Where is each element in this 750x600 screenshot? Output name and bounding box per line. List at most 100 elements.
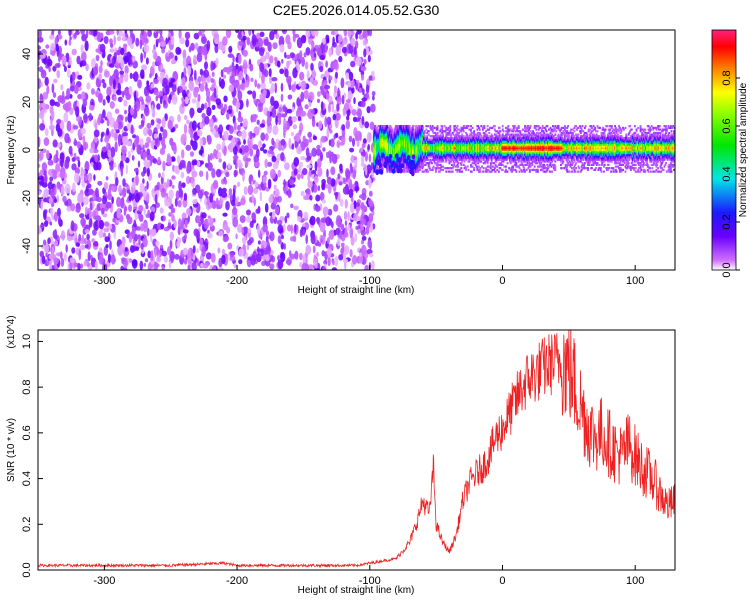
spectrogram-cell: [242, 172, 245, 182]
spectrogram-cell: [258, 105, 263, 113]
spectrogram-cell: [159, 96, 163, 105]
spectrogram-cell: [93, 129, 100, 138]
spectrogram-cell: [189, 108, 194, 119]
spectrogram-cell: [123, 72, 129, 83]
spectrogram-cell: [59, 251, 63, 260]
spectrogram-cell: [361, 244, 367, 256]
spectrogram-cell: [177, 87, 180, 96]
spectrogram-cell: [67, 101, 72, 111]
spectrogram-cell: [113, 121, 119, 130]
spectrogram-cell: [220, 78, 225, 89]
spectrogram-cell: [294, 250, 299, 260]
spectrogram-cell: [360, 229, 366, 236]
spectrogram-cell: [299, 228, 303, 238]
spectrogram-cell: [122, 135, 128, 146]
spectrogram-cell: [146, 180, 149, 190]
spectrogram-cell: [256, 83, 261, 89]
spectrogram-cell: [297, 98, 302, 104]
spectrogram-heatmap: [38, 30, 675, 270]
spectrogram-cell: [116, 208, 122, 219]
spectrogram-cell: [321, 250, 326, 257]
spectrogram-cell: [368, 200, 374, 208]
spectrogram-cell: [180, 133, 187, 145]
spectrogram-cell: [43, 137, 50, 147]
spectrogram-cell: [63, 252, 67, 262]
spectrogram-cell: [358, 87, 362, 93]
spectrogram-cell: [168, 94, 172, 100]
spectrogram-cell: [233, 184, 237, 190]
spectrogram-cell: [125, 213, 131, 220]
spectrogram-cell: [87, 208, 92, 214]
spectrogram-cell: [171, 207, 176, 214]
spectrogram-cell: [254, 99, 257, 106]
spectrogram-cell: [65, 244, 68, 253]
spectrogram-cell: [114, 108, 120, 114]
spectrogram-cell: [166, 155, 172, 166]
spectrogram-cell: [278, 116, 282, 126]
spectrogram-cell: [247, 90, 253, 95]
spectrogram-cell: [116, 30, 119, 36]
spectrogram-cell: [183, 257, 188, 265]
spectrogram-cell: [331, 267, 338, 270]
spectrogram-cell: [362, 38, 368, 46]
spectrogram-cell: [300, 156, 306, 161]
spectrogram-cell: [66, 69, 71, 78]
spectrogram-cell: [262, 89, 267, 98]
spectrogram-cell: [108, 30, 115, 35]
spectrogram-cell: [339, 163, 343, 171]
spectrogram-cell: [153, 89, 159, 96]
spectrogram-cell: [93, 174, 96, 181]
spectrogram-cell: [314, 161, 318, 172]
spectrogram-cell: [225, 171, 230, 178]
spectrogram-cell: [142, 166, 147, 174]
spectrogram-cell: [221, 254, 226, 265]
spectrogram-cell: [286, 212, 290, 219]
spectrogram-cell: [117, 55, 123, 64]
spectrogram-cell: [84, 40, 89, 52]
spectrogram-cell: [56, 69, 60, 79]
figure-title: C2E5.2026.014.05.52.G30: [273, 2, 440, 18]
spectrogram-cell: [223, 130, 229, 141]
spectrogram-cell: [52, 78, 58, 84]
spectrogram-cell: [217, 151, 222, 159]
spectrogram-cell: [318, 120, 323, 130]
spectrogram-cell: [363, 164, 368, 172]
spectrogram-cell: [99, 253, 103, 264]
spectrogram-cell: [212, 218, 216, 223]
spectrogram-cell: [274, 206, 280, 215]
spectrogram-cell: [168, 81, 173, 88]
spectrogram-cell: [40, 81, 43, 88]
spectrogram-cell: [212, 265, 216, 270]
spectrogram-cell: [199, 137, 203, 148]
spectrogram-cell: [67, 60, 71, 66]
spectrogram-cell: [182, 229, 189, 234]
spectrogram-cell: [204, 61, 208, 70]
spectrogram-cell: [299, 71, 305, 81]
spectrogram-cell: [141, 64, 148, 71]
spectrogram-cell: [321, 199, 326, 204]
spectrogram-cell: [451, 170, 454, 173]
spectrogram-cell: [368, 75, 373, 81]
spectrogram-cell: [190, 176, 195, 184]
spectrogram-cell: [197, 76, 202, 83]
spectrogram-cell: [97, 161, 102, 171]
spectrogram-cell: [317, 241, 322, 247]
spectrogram-cell: [412, 125, 415, 128]
spectrogram-cell: [209, 152, 213, 161]
spectrogram-cell: [348, 135, 353, 143]
spectrogram-cell: [337, 173, 341, 180]
spectrogram-cell: [53, 211, 58, 222]
spectrogram-cell: [368, 190, 373, 197]
spectrogram-cell: [183, 67, 187, 78]
spectrogram-cell: [45, 245, 50, 251]
spectrogram-cell: [153, 133, 158, 140]
spectrogram-cell: [206, 200, 210, 206]
spectrogram-cell: [193, 69, 197, 81]
spectrogram-cell: [173, 144, 177, 155]
spectrogram-cell: [114, 141, 118, 153]
spectrogram-cell: [204, 102, 208, 109]
spectrogram-cell: [296, 60, 299, 71]
spectrogram-cell: [368, 177, 372, 189]
spectrogram-cell: [168, 189, 174, 200]
